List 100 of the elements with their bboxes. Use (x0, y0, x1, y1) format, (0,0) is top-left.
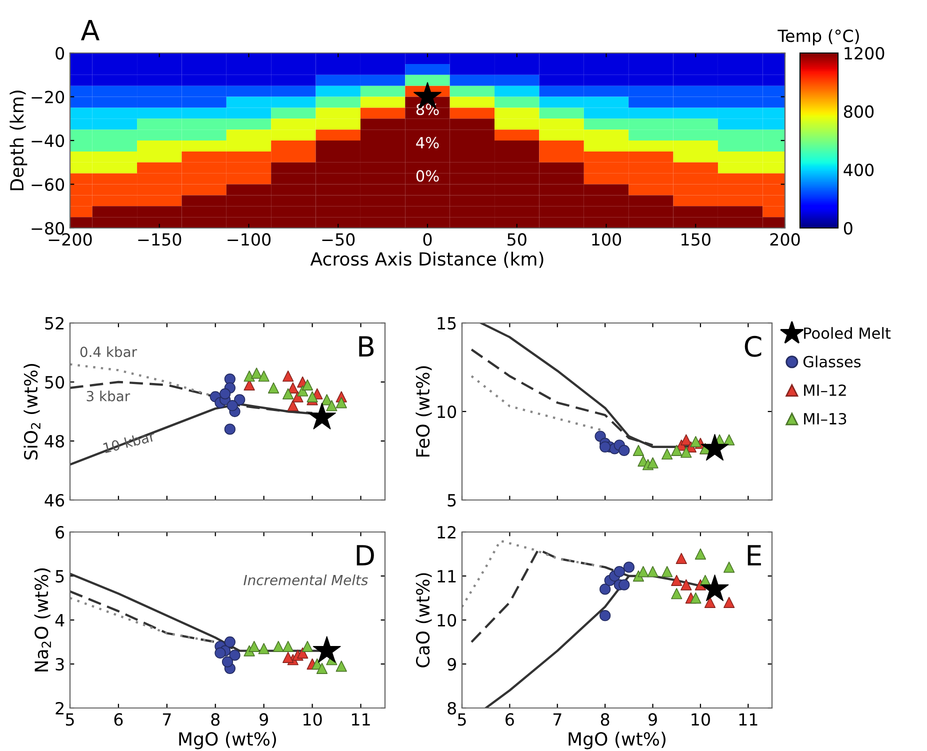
y-tick-label: 8 (448, 702, 456, 715)
point (600, 441, 611, 452)
y-tick-label: −60 (32, 178, 64, 191)
point (700, 574, 729, 602)
chart-title: B (359, 336, 374, 356)
point (226, 400, 238, 412)
y-tick-label: 4 (55, 614, 64, 626)
point (671, 574, 682, 586)
annotation: 10 kbar (102, 430, 156, 454)
point (724, 434, 735, 446)
y-tick-label: 5 (56, 570, 64, 583)
chart-title: A (80, 20, 100, 40)
point (724, 562, 735, 573)
color-bar-label: 0 (844, 222, 852, 235)
annotation: 0.4 kbar (80, 346, 138, 358)
y-tick-label: 46 (44, 494, 64, 507)
point (336, 397, 347, 408)
point (234, 394, 246, 406)
color-bar-title: Temp (°C) (778, 29, 859, 46)
y-tick-label: 10 (438, 405, 456, 418)
point (638, 566, 649, 578)
x-axis-title: Across Axis Distance (km) (310, 252, 544, 268)
chart-title: D (356, 545, 374, 566)
point (326, 400, 338, 412)
x-tick-label: 10 (692, 713, 710, 726)
y-tick-label: 50 (45, 376, 64, 389)
point (308, 402, 336, 430)
color-bar-label: 800 (844, 105, 874, 118)
point (623, 562, 634, 573)
y-tick-label: 9 (448, 658, 456, 671)
point (287, 400, 298, 412)
point (647, 457, 658, 468)
point (220, 388, 231, 400)
y-axis-title: SiO$_{2}$ (wt%) (24, 364, 40, 460)
point (690, 436, 702, 448)
x-tick-label: 11 (352, 713, 370, 726)
point (282, 370, 294, 382)
x-tick-label: 8 (600, 713, 610, 726)
point (244, 370, 255, 382)
point (258, 370, 270, 382)
y-axis-title: Depth (km) (10, 90, 28, 190)
point (618, 579, 630, 590)
point (662, 448, 673, 460)
point (647, 566, 658, 578)
point (724, 596, 735, 608)
y-tick-label: 52 (45, 316, 64, 330)
point (222, 656, 234, 668)
x-tick-label: −50 (322, 233, 355, 246)
point (600, 610, 611, 622)
y-tick-label: 6 (56, 526, 64, 539)
annotation: Incremental Melts (244, 574, 368, 586)
chart-title: E (748, 545, 761, 566)
x-tick-label: −100 (228, 233, 271, 246)
legend-label: Glasses (803, 356, 861, 368)
y-axis-title: CaO (wt%) (416, 573, 432, 668)
annotation: 3 kbar (86, 390, 130, 402)
x-tick-label: 9 (648, 713, 657, 726)
y-tick-label: 12 (438, 526, 456, 538)
x-tick-label: 6 (506, 713, 514, 726)
x-tick-label: 11 (739, 713, 758, 726)
legend-label: Pooled Melt (804, 327, 891, 339)
legend-label: MI–12 (804, 384, 846, 396)
legend-label: MI–13 (804, 412, 846, 425)
x-tick-label: 8 (211, 713, 220, 726)
point (302, 640, 314, 652)
color-bar-label: 400 (844, 164, 874, 176)
point (700, 434, 729, 461)
point (312, 636, 341, 663)
y-tick-label: 0 (56, 46, 64, 60)
point (224, 636, 236, 648)
x-axis-title: MgO (wt%) (568, 732, 666, 750)
x-tick-label: 6 (114, 713, 123, 726)
point (618, 444, 630, 456)
point (297, 647, 308, 659)
point (316, 662, 328, 674)
x-axis-title: MgO (wt%) (179, 732, 276, 750)
y-tick-label: 15 (438, 317, 456, 330)
y-tick-label: −80 (32, 222, 64, 235)
y-tick-label: 48 (44, 434, 64, 448)
x-tick-label: 5 (66, 713, 74, 726)
point (671, 444, 682, 456)
point (614, 566, 625, 578)
point (282, 640, 294, 652)
chart-title: C (744, 336, 762, 357)
point (671, 588, 682, 600)
annotation: 0% (416, 170, 439, 182)
y-tick-label: 10 (438, 614, 456, 627)
point (272, 640, 284, 652)
point (251, 368, 262, 379)
y-tick-label: 5 (448, 494, 456, 507)
point (632, 444, 644, 456)
point (690, 592, 702, 604)
x-tick-label: 200 (770, 233, 800, 246)
point (282, 388, 294, 400)
point (258, 643, 270, 654)
y-axis-title: Na$_{2}$O (wt%) (34, 568, 51, 672)
x-tick-label: 150 (682, 233, 710, 246)
y-tick-label: 3 (56, 658, 64, 671)
point (268, 382, 280, 394)
x-tick-label: 7 (162, 713, 171, 726)
